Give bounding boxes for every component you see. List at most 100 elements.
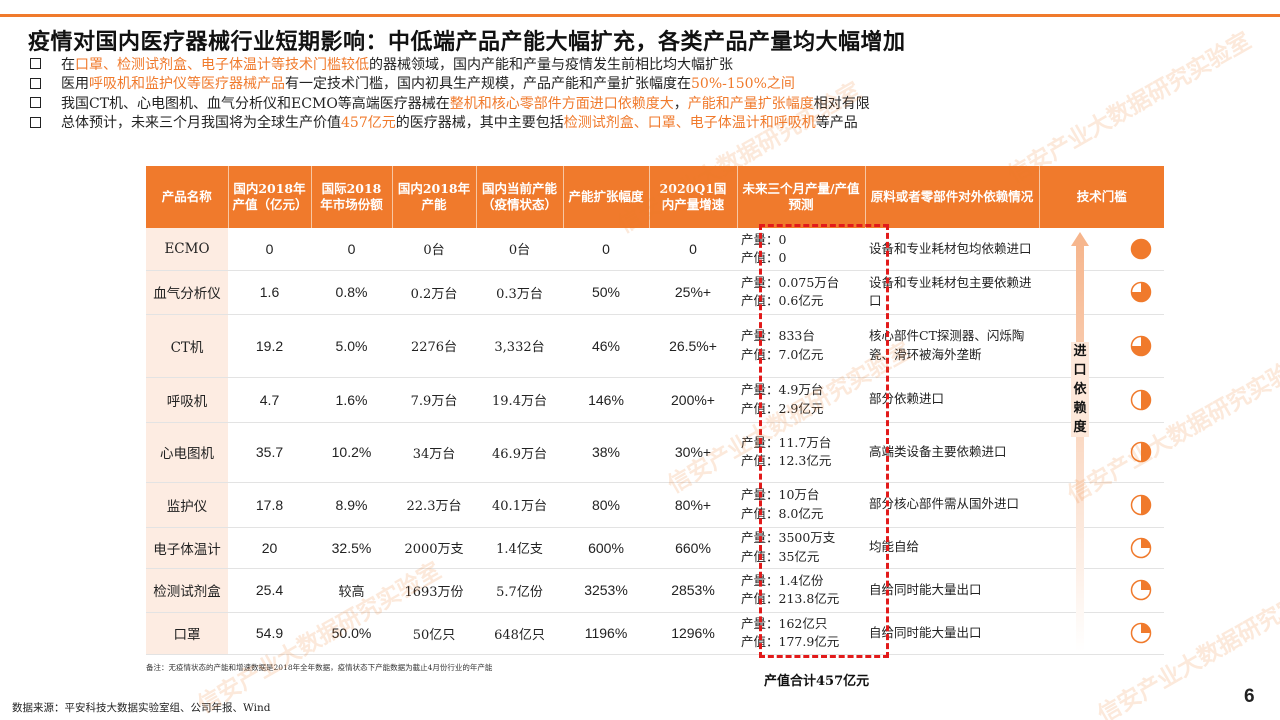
output-growth-cell: 1296%	[649, 612, 737, 655]
harvey-ball-icon	[1130, 281, 1152, 303]
bullet-text: 的医疗器械，其中主要包括	[395, 115, 564, 132]
product-name-cell: 电子体温计	[146, 527, 228, 569]
dependency-label-char: 口	[1073, 363, 1087, 378]
highlight-text: 口罩、检测试剂盒、电子体温计等技术门槛较低	[75, 56, 369, 73]
bullet-square-icon	[30, 116, 41, 128]
forecast-line: 产值：12.3亿元	[741, 453, 832, 468]
output-growth-cell: 30%+	[649, 422, 737, 483]
harvey-ball-icon	[1130, 579, 1152, 601]
capacity-now-cell: 46.9万台	[476, 422, 563, 483]
output-growth-cell: 25%+	[649, 270, 737, 315]
capacity-expansion-cell: 1196%	[563, 612, 649, 655]
harvey-ball-icon	[1130, 622, 1152, 644]
product-name-cell: 血气分析仪	[146, 270, 228, 315]
bullet-text: ，	[673, 95, 688, 112]
table-row: 口罩 54.9 50.0% 50亿只 648亿只 1196% 1296% 产量：162亿只 产值…	[146, 612, 1164, 655]
product-name-cell: 监护仪	[146, 482, 228, 528]
market-share-cell: 5.0%	[311, 314, 392, 378]
forecast-line: 产值：0.6亿元	[741, 293, 824, 308]
capacity-now-cell: 19.4万台	[476, 377, 563, 423]
output-value-cell: 0	[228, 228, 311, 271]
bullet-text: 等产品	[815, 115, 858, 132]
harvey-ball-icon	[1130, 389, 1152, 410]
bullet-item: 医用 呼吸机和监护仪等医疗器械产品 有一定技术门槛，国内初具生产规模，产品产能和产量…	[30, 74, 1260, 94]
forecast-line: 产值：0	[741, 249, 787, 265]
output-value-cell: 35.7	[228, 422, 311, 483]
capacity-2018-cell: 50亿只	[392, 612, 476, 655]
forecast-cell: 产量：11.7万台 产值：12.3亿元	[737, 422, 865, 483]
forecast-line: 产量：10万台	[741, 487, 820, 503]
table-row: 心电图机 35.7 10.2% 34万台 46.9万台 38% 30%+ 产量：11.7万台产…	[146, 422, 1164, 483]
market-share-cell: 50.0%	[311, 612, 392, 655]
page-number: 6	[1244, 686, 1255, 707]
column-header: 产品名称	[146, 166, 229, 228]
tech-barrier-cell	[1039, 270, 1164, 315]
capacity-2018-cell: 2276台	[392, 314, 476, 378]
forecast-cell: 产量：3500万支 产值：35亿元	[737, 527, 865, 569]
market-share-cell: 较高	[311, 568, 392, 613]
column-header: 技术门槛	[1039, 166, 1164, 228]
highlight-text: 产能和产量扩张幅度	[687, 95, 814, 112]
forecast-line: 产量：0	[741, 231, 787, 247]
forecast-line: 产值：2.9亿元	[741, 400, 824, 416]
highlight-text: 457亿元	[341, 115, 396, 132]
forecast-line: 产量：833台	[741, 328, 815, 344]
forecast-cell: 产量：10万台 产值：8.0亿元	[737, 482, 865, 528]
table-note: 备注：无疫情状态的产能和增速数据是2018年全年数据，疫情状态下产能数据为截止4…	[146, 663, 493, 672]
column-header: 原料或者零部件对外依赖情况	[865, 166, 1040, 228]
output-value-cell: 19.2	[228, 314, 311, 378]
forecast-line: 产值：35亿元	[741, 548, 820, 564]
product-name-cell: CT机	[146, 314, 228, 378]
bullet-item: 我国CT机、心电图机、血气分析仪和ECMO等高端医疗器械在 整机和核心零部件方面进…	[30, 93, 1260, 113]
product-table: 产品名称 国内2018年产值（亿元） 国际2018年市场份额 国内2018年产能 国内当…	[146, 166, 1164, 655]
capacity-now-cell: 1.4亿支	[476, 527, 563, 569]
dependency-cell: 部分核心部件需从国外进口	[865, 482, 1039, 528]
tech-barrier-cell	[1039, 228, 1164, 271]
tech-barrier-cell	[1039, 568, 1164, 613]
capacity-now-cell: 40.1万台	[476, 482, 563, 528]
product-name-cell: 呼吸机	[146, 377, 228, 423]
capacity-2018-cell: 0.2万台	[392, 270, 476, 315]
dependency-arrow-icon	[1071, 232, 1089, 652]
bullet-text: 总体预计，未来三个月我国将为全球生产价值	[61, 115, 341, 132]
market-share-cell: 8.9%	[311, 482, 392, 528]
table-row: 电子体温计 20 32.5% 2000万支 1.4亿支 600% 660% 产量：3500万支…	[146, 527, 1164, 569]
column-header: 产能扩张幅度	[563, 166, 650, 228]
capacity-now-cell: 0.3万台	[476, 270, 563, 315]
table-row: CT机 19.2 5.0% 2276台 3,332台 46% 26.5%+ 产量：833台 产值…	[146, 314, 1164, 378]
capacity-2018-cell: 22.3万台	[392, 482, 476, 528]
output-value-cell: 4.7	[228, 377, 311, 423]
capacity-now-cell: 5.7亿份	[476, 568, 563, 613]
output-growth-cell: 2853%	[649, 568, 737, 613]
capacity-2018-cell: 7.9万台	[392, 377, 476, 423]
capacity-expansion-cell: 146%	[563, 377, 649, 423]
dependency-cell: 设备和专业耗材包均依赖进口	[865, 228, 1039, 271]
tech-barrier-cell	[1039, 314, 1164, 378]
bullet-text: 我国CT机、心电图机、血气分析仪和ECMO等高端医疗器械在	[61, 95, 450, 112]
market-share-cell: 32.5%	[311, 527, 392, 569]
bullet-list: 在口罩、检测试剂盒、电子体温计等技术门槛较低 的器械领域，国内产能和产量与疫情发生…	[30, 54, 1260, 132]
capacity-expansion-cell: 50%	[563, 270, 649, 315]
top-accent-line	[0, 14, 1280, 17]
dependency-cell: 核心部件CT探测器、闪烁陶瓷、滑环被海外垄断	[865, 314, 1039, 378]
product-name-cell: ECMO	[146, 228, 228, 271]
column-header: 国内2018年产值（亿元）	[228, 166, 312, 228]
column-header: 国际2018年市场份额	[311, 166, 393, 228]
output-value-cell: 25.4	[228, 568, 311, 613]
capacity-expansion-cell: 80%	[563, 482, 649, 528]
market-share-cell: 0.8%	[311, 270, 392, 315]
dependency-cell: 高端类设备主要依赖进口	[865, 422, 1039, 483]
output-value-cell: 20	[228, 527, 311, 569]
forecast-line: 产值：8.0亿元	[741, 505, 824, 521]
forecast-line: 产量：4.9万台	[741, 382, 824, 398]
dependency-label: 进口依赖度	[1071, 342, 1089, 437]
forecast-cell: 产量：1.4亿份 产值：213.8亿元	[737, 568, 865, 613]
harvey-ball-icon	[1130, 494, 1152, 515]
data-source: 数据来源：平安科技大数据实验室组、公司年报、Wind	[12, 702, 271, 714]
capacity-now-cell: 3,332台	[476, 314, 563, 378]
bullet-text: 的器械领域，国内产能和产量与疫情发生前相比均大幅扩张	[369, 56, 733, 73]
tech-barrier-cell	[1039, 527, 1164, 569]
total-value-label: 产值合计457亿元	[764, 674, 870, 689]
capacity-2018-cell: 0台	[392, 228, 476, 271]
forecast-cell: 产量：833台 产值：7.0亿元	[737, 314, 865, 378]
